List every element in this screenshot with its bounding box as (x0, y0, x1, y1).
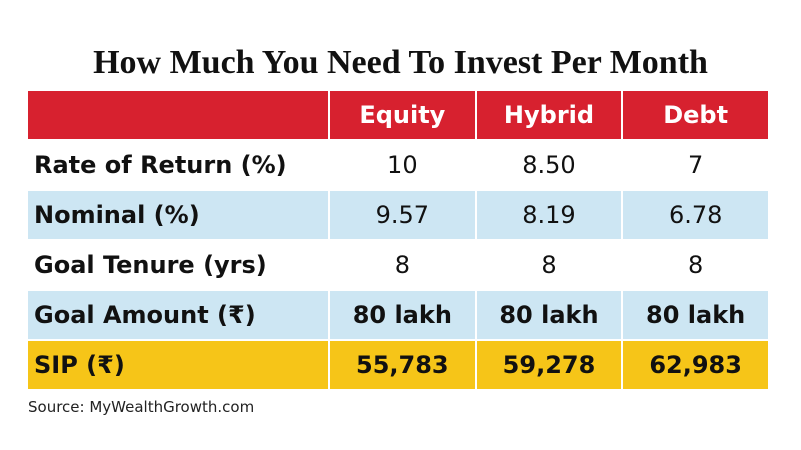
table-cell: 80 lakh (621, 289, 770, 341)
table-cell: 9.57 (328, 189, 477, 241)
table-cell: 80 lakh (328, 289, 477, 341)
table-cell: 80 lakh (474, 289, 624, 341)
row-label: Goal Amount (₹) (26, 289, 330, 341)
table-body: Rate of Return (%) 10 8.50 7 Nominal (%) 9.57… (26, 139, 770, 391)
header-cell: Debt (621, 89, 770, 141)
title: How Much You Need To Invest Per Month (93, 44, 708, 81)
table-cell: 6.78 (621, 189, 770, 241)
table: Equity Hybrid Debt Rate of Return (%) 10 8… (26, 89, 770, 391)
header-cell: Equity (328, 89, 477, 141)
table-cell: 8.50 (474, 139, 624, 191)
table-cell: 8 (474, 239, 624, 291)
source: Source: MyWealthGrowth.com (28, 398, 255, 416)
row-label: Nominal (%) (26, 189, 330, 241)
row-label: Rate of Return (%) (26, 139, 330, 191)
table-row: Goal Tenure (yrs) 8 8 8 (26, 239, 770, 291)
table-cell: 8.19 (474, 189, 624, 241)
table-row: SIP (₹) 55,783 59,278 62,983 (26, 339, 770, 391)
header-cell (26, 89, 330, 141)
table-row: Goal Amount (₹) 80 lakh 80 lakh 80 lakh (26, 289, 770, 341)
table-cell: 59,278 (474, 339, 624, 391)
table-cell: 55,783 (328, 339, 477, 391)
table-cell: 7 (621, 139, 770, 191)
table-row: Rate of Return (%) 10 8.50 7 (26, 139, 770, 191)
row-label: Goal Tenure (yrs) (26, 239, 330, 291)
row-label: SIP (₹) (26, 339, 330, 391)
table-row: Nominal (%) 9.57 8.19 6.78 (26, 189, 770, 241)
table-cell: 8 (328, 239, 477, 291)
header-cell: Hybrid (474, 89, 624, 141)
table-cell: 10 (328, 139, 477, 191)
header-row: Equity Hybrid Debt (26, 89, 770, 141)
table-cell: 62,983 (621, 339, 770, 391)
table-cell: 8 (621, 239, 770, 291)
